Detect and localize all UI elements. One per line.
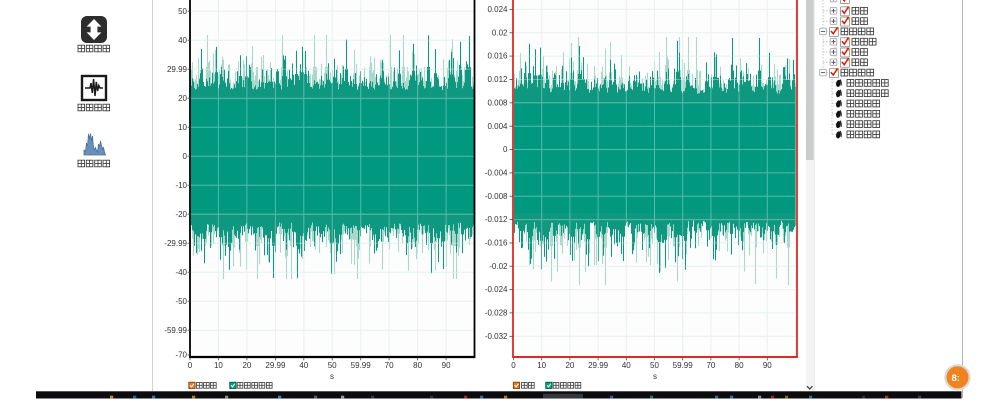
svg-text:40: 40 — [299, 361, 308, 370]
svg-text:70: 70 — [706, 361, 715, 370]
svg-text:s: s — [330, 372, 334, 381]
svg-text:-70: -70 — [175, 351, 187, 360]
svg-text:40: 40 — [622, 361, 631, 370]
svg-text:0: 0 — [183, 152, 188, 161]
svg-text:40: 40 — [178, 36, 187, 45]
svg-text:0.016: 0.016 — [487, 52, 508, 61]
svg-text:0: 0 — [511, 361, 516, 370]
svg-text:29.99: 29.99 — [588, 361, 609, 370]
svg-text:-0.032: -0.032 — [485, 332, 508, 341]
svg-text:59.99: 59.99 — [673, 361, 694, 370]
svg-text:50: 50 — [650, 361, 659, 370]
svg-text:-50: -50 — [175, 297, 187, 306]
svg-text:-0.008: -0.008 — [485, 192, 508, 201]
svg-text:0.02: 0.02 — [492, 28, 508, 37]
svg-text:50: 50 — [328, 361, 337, 370]
svg-text:-59.99: -59.99 — [164, 326, 187, 335]
svg-text:50: 50 — [178, 7, 187, 16]
svg-text:s: s — [653, 372, 657, 381]
svg-text:-0.016: -0.016 — [485, 239, 508, 248]
svg-text:59.99: 59.99 — [351, 361, 372, 370]
svg-text:20: 20 — [565, 361, 574, 370]
svg-text:0.012: 0.012 — [487, 75, 508, 84]
svg-text:80: 80 — [735, 361, 744, 370]
svg-text:10: 10 — [537, 361, 546, 370]
svg-text:29.99: 29.99 — [167, 65, 188, 74]
svg-text:8:: 8: — [952, 373, 960, 384]
svg-text:90: 90 — [442, 361, 451, 370]
svg-text:20: 20 — [178, 94, 187, 103]
svg-text:-40: -40 — [175, 268, 187, 277]
svg-text:-0.02: -0.02 — [489, 262, 508, 271]
svg-text:0.004: 0.004 — [487, 122, 508, 131]
svg-text:-10: -10 — [175, 181, 187, 190]
svg-text:-20: -20 — [175, 210, 187, 219]
svg-text:-0.012: -0.012 — [485, 215, 508, 224]
svg-text:-0.004: -0.004 — [485, 169, 508, 178]
svg-text:80: 80 — [413, 361, 422, 370]
svg-text:10: 10 — [214, 361, 223, 370]
svg-text:-0.024: -0.024 — [485, 285, 508, 294]
svg-text:90: 90 — [763, 361, 772, 370]
svg-text:0: 0 — [188, 361, 193, 370]
svg-text:-29.99: -29.99 — [164, 239, 187, 248]
svg-text:0: 0 — [503, 145, 508, 154]
svg-text:0.008: 0.008 — [487, 98, 508, 107]
svg-text:20: 20 — [242, 361, 251, 370]
svg-text:0.024: 0.024 — [487, 5, 508, 14]
svg-text:-0.028: -0.028 — [485, 309, 508, 318]
svg-text:10: 10 — [178, 123, 187, 132]
svg-text:70: 70 — [385, 361, 394, 370]
svg-text:29.99: 29.99 — [265, 361, 286, 370]
